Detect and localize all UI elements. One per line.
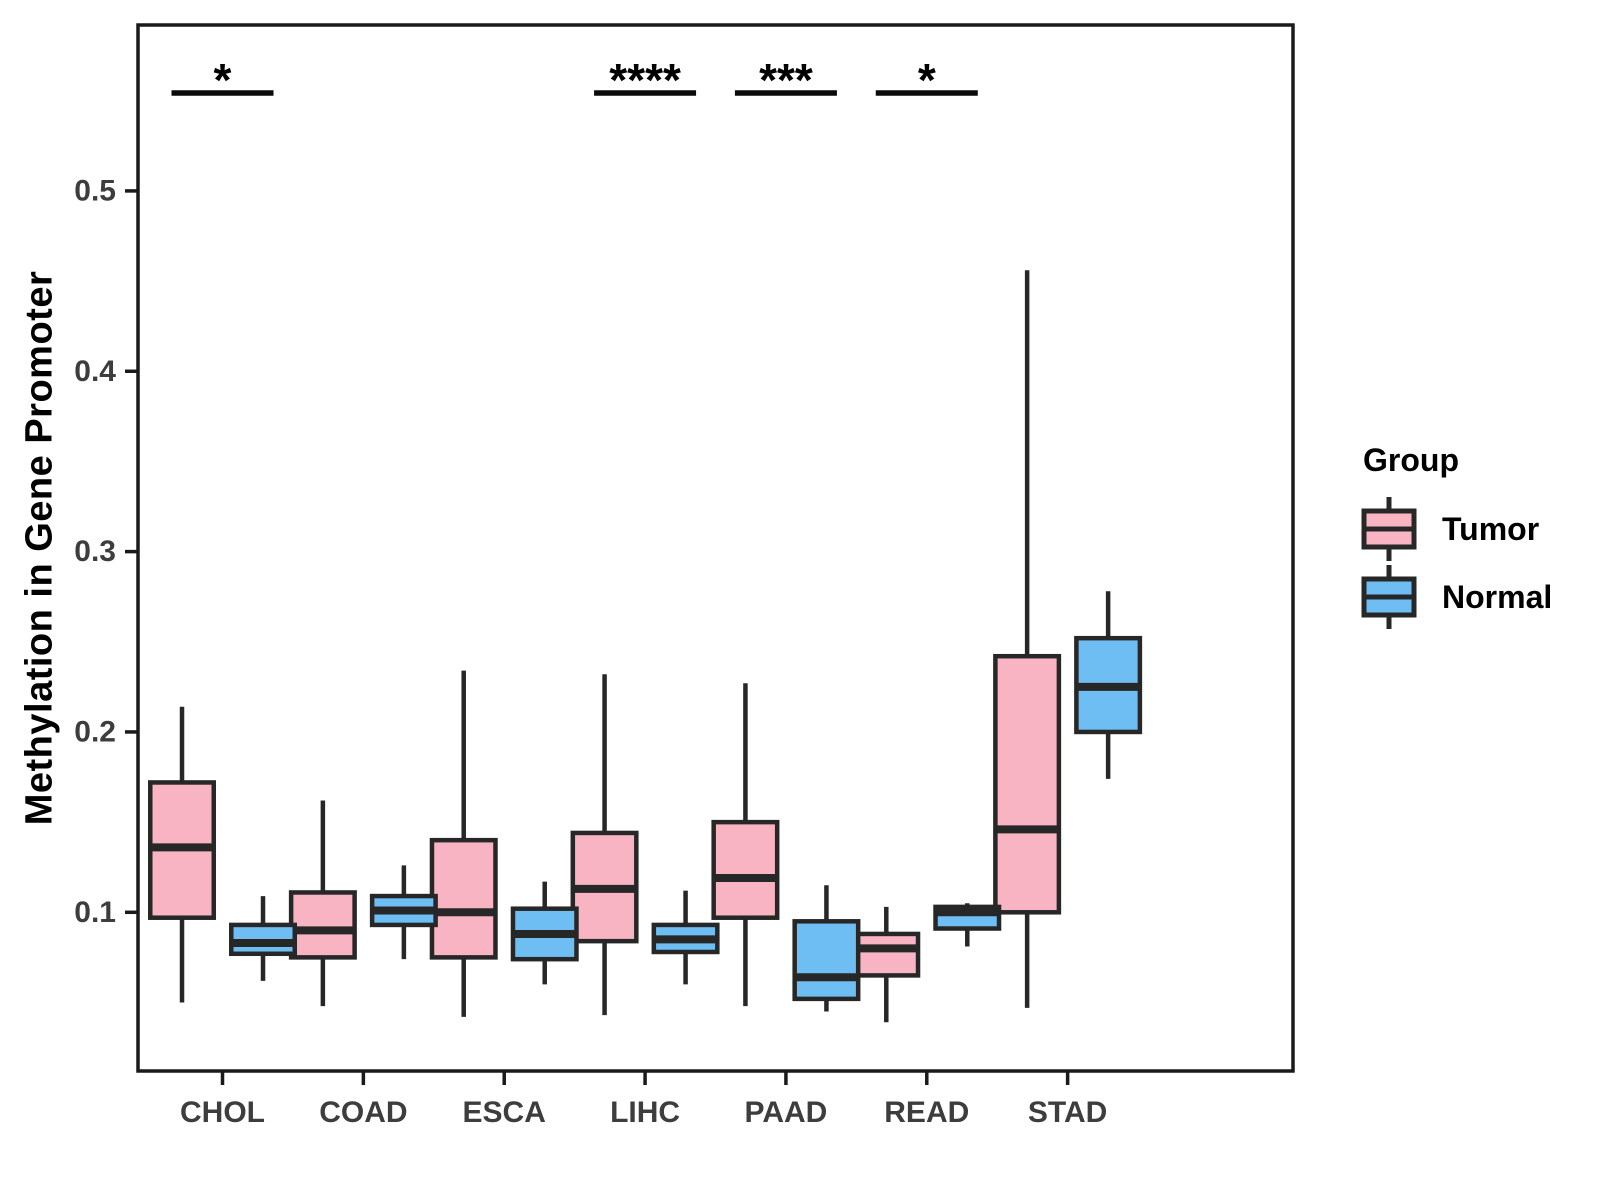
- box-READ-Tumor-iqr: [852, 931, 921, 978]
- y-tick-label: 0.4: [74, 355, 116, 388]
- y-tick-label: 0.1: [74, 896, 116, 929]
- box-STAD-Tumor-iqr: [993, 653, 1062, 915]
- box-PAAD-Tumor-iqr: [711, 819, 780, 920]
- significance-stars-READ: *: [918, 54, 936, 106]
- significance-stars-PAAD: ***: [759, 54, 813, 106]
- y-axis-title: Methylation in Gene Promoter: [18, 270, 61, 826]
- y-tick-label: 0.2: [74, 715, 116, 748]
- x-category-label: COAD: [319, 1096, 407, 1129]
- x-category-label: STAD: [1028, 1096, 1107, 1129]
- significance-stars-LIHC: ****: [609, 54, 681, 106]
- tumor-boxplot-icon: [1361, 497, 1417, 561]
- legend: Group Tumor Normal: [1360, 442, 1590, 631]
- legend-label-tumor: Tumor: [1442, 510, 1540, 547]
- legend-title: Group: [1363, 442, 1459, 478]
- x-category-label: READ: [884, 1096, 969, 1129]
- x-category-label: CHOL: [180, 1096, 265, 1129]
- box-PAAD-Normal-iqr: [792, 919, 861, 1002]
- y-tick-label: 0.5: [74, 174, 116, 207]
- box-COAD-Tumor-iqr: [288, 890, 357, 960]
- legend-item-tumor: Tumor: [1360, 495, 1590, 563]
- y-tick-label: 0.3: [74, 535, 116, 568]
- legend-item-normal: Normal: [1360, 563, 1590, 631]
- x-category-label: ESCA: [463, 1096, 546, 1129]
- box-ESCA-Tumor-iqr: [429, 837, 498, 960]
- legend-label-normal: Normal: [1442, 578, 1553, 615]
- significance-stars-CHOL: *: [214, 54, 232, 106]
- normal-boxplot-icon: [1361, 565, 1417, 629]
- x-category-label: PAAD: [745, 1096, 828, 1129]
- x-category-label: LIHC: [610, 1096, 680, 1129]
